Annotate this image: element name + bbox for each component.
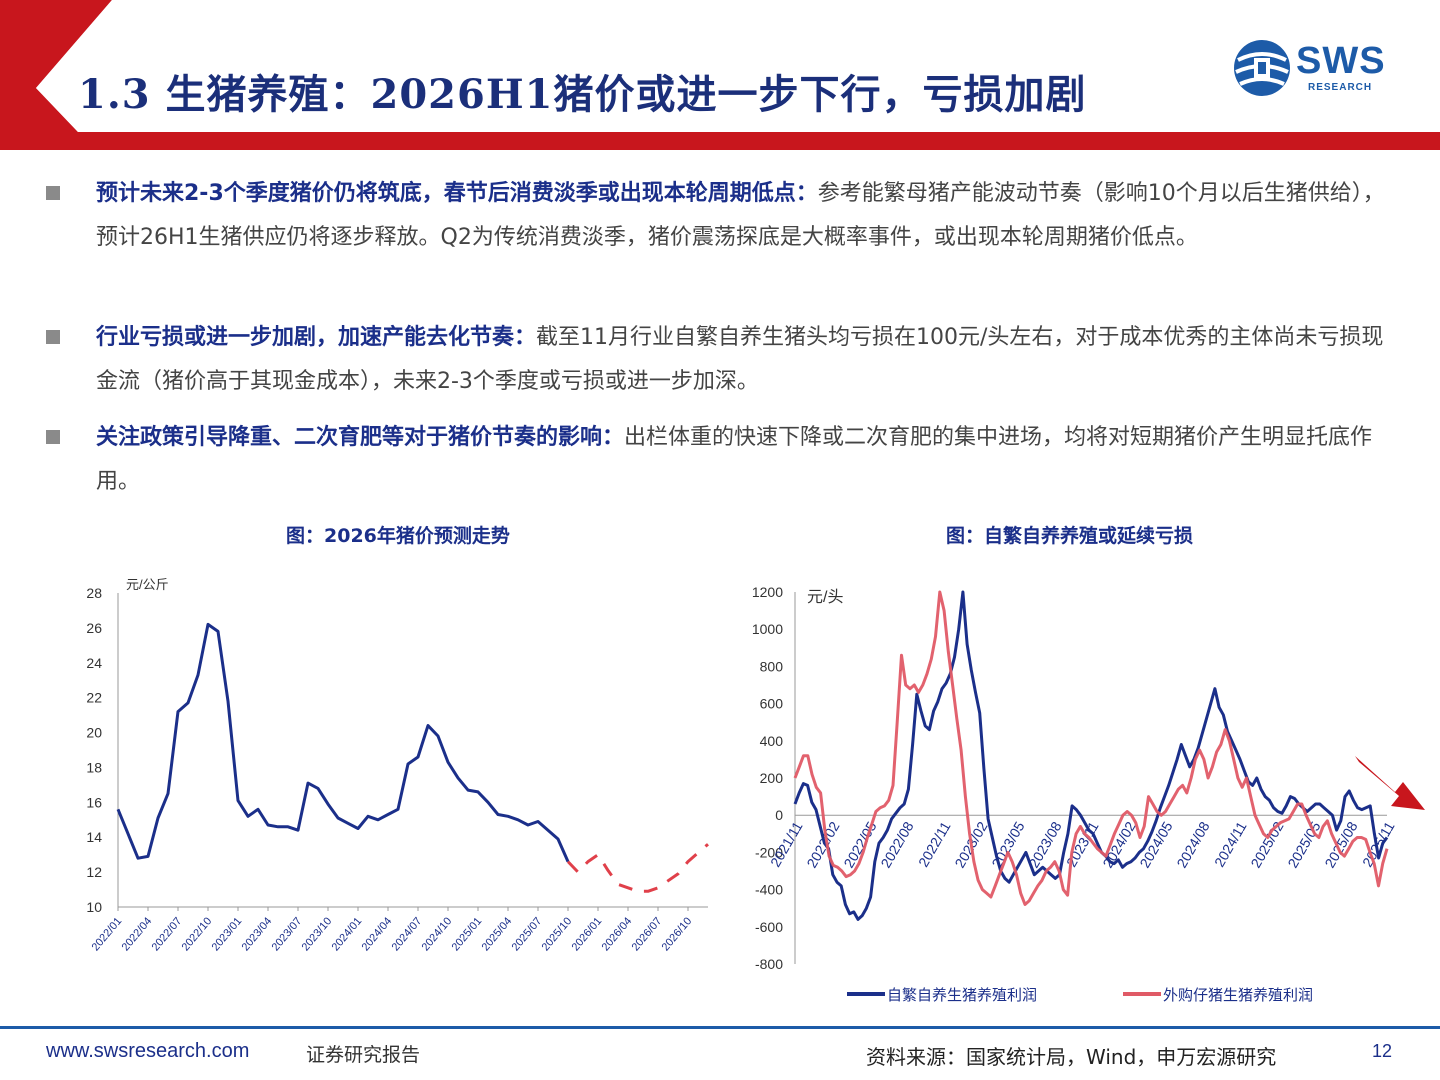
actual-price-line bbox=[116, 622, 570, 863]
y-tick-label: 24 bbox=[86, 655, 102, 671]
bullet-body: 出栏体重的快速下降或二次育肥的集中进场，均将对短期猪价产生明显托底作用。 bbox=[96, 425, 1373, 494]
x-tick-label: 2025/08 bbox=[1321, 819, 1360, 871]
y-tick-label: 400 bbox=[760, 733, 784, 749]
x-tick-label: 2025/05 bbox=[1284, 819, 1323, 871]
y-tick-label: -600 bbox=[755, 919, 783, 935]
x-tick-label: 2024/01 bbox=[330, 915, 365, 953]
header-white-panel bbox=[36, 0, 1440, 132]
profit-chart: -800 -600 -400 -200 0 200 400 600 800 1000 1200 元/头… bbox=[752, 584, 1425, 1004]
bullet-text: 关注政策引导降重、二次育肥等对于猪价节奏的影响：出栏体重的快速下降或二次育肥的集… bbox=[96, 416, 1386, 504]
bullet-body: 参考能繁母猪产能波动节奏（影响10个月以后生猪供给），预计26H1生猪供应仍将逐… bbox=[96, 181, 1385, 250]
chart1-title: 图：2026年猪价预测走势 bbox=[286, 525, 510, 547]
x-tick-label: 2022/04 bbox=[120, 915, 155, 953]
y-tick-label: 200 bbox=[760, 770, 784, 786]
y-tick-label: 22 bbox=[86, 690, 102, 706]
y-tick-label: 28 bbox=[86, 585, 102, 601]
y-axis-label: 元/公斤 bbox=[126, 577, 169, 592]
x-tick-label: 2026/01 bbox=[570, 915, 605, 953]
y-tick-label: 600 bbox=[760, 696, 784, 712]
y-tick-label: 16 bbox=[86, 794, 102, 810]
bullet-square-icon bbox=[46, 186, 60, 200]
x-tick-label: 2024/10 bbox=[420, 915, 455, 953]
y-tick-label: 800 bbox=[760, 658, 784, 674]
globe-icon bbox=[1234, 40, 1290, 96]
legend-label: 自繁自养生猪养殖利润 bbox=[887, 987, 1037, 1004]
y-tick-label: 10 bbox=[86, 899, 102, 915]
bullet-text: 预计未来2-3个季度猪价仍将筑底，春节后消费淡季或出现本轮周期低点：参考能繁母猪… bbox=[96, 172, 1386, 260]
y-axis-label: 元/头 bbox=[807, 588, 843, 606]
bullet-heading: 关注政策引导降重、二次育肥等对于猪价节奏的影响： bbox=[96, 425, 625, 450]
bullet-heading: 行业亏损或进一步加剧，加速产能去化节奏： bbox=[96, 325, 537, 350]
x-tick-label: 2022/01 bbox=[90, 915, 125, 953]
chart2-title: 图：自繁自养养殖或延续亏损 bbox=[946, 525, 1194, 547]
x-tick-label: 2025/07 bbox=[510, 915, 545, 953]
self-breeding-profit-line bbox=[793, 590, 1389, 921]
x-tick-label: 2024/08 bbox=[1173, 819, 1212, 871]
logo-text: SWS bbox=[1296, 40, 1386, 82]
bullet-2: 行业亏损或进一步加剧，加速产能去化节奏：截至11月行业自繁自养生猪头均亏损在10… bbox=[46, 316, 1386, 404]
sws-logo: SWS RESEARCH bbox=[1232, 36, 1412, 100]
bullet-square-icon bbox=[46, 330, 60, 344]
x-tick-label: 2026/04 bbox=[600, 915, 635, 953]
x-tick-label: 2024/05 bbox=[1136, 819, 1175, 871]
header-band bbox=[0, 0, 1440, 150]
y-tick-label: 20 bbox=[86, 725, 102, 741]
x-tick-label: 2025/02 bbox=[1247, 819, 1286, 871]
purchased-piglet-profit-line bbox=[793, 590, 1389, 906]
page-title: 1.3 生猪养殖：2026H1猪价或进一步下行，亏损加剧 bbox=[78, 71, 1087, 118]
page-number: 12 bbox=[1372, 1041, 1393, 1061]
x-tick-label: 2023/07 bbox=[270, 915, 305, 953]
footer-url-link[interactable]: www.swsresearch.com bbox=[46, 1040, 250, 1062]
x-tick-label: 2025/01 bbox=[450, 915, 485, 953]
x-tick-label: 2022/11 bbox=[915, 819, 954, 870]
source-note: 资料来源：国家统计局，Wind，申万宏源研究 bbox=[866, 1045, 1277, 1069]
y-tick-label: 0 bbox=[775, 807, 783, 823]
y-tick-label: 18 bbox=[86, 759, 102, 775]
down-trend-arrow-icon bbox=[1355, 756, 1425, 810]
y-tick-label: 12 bbox=[86, 864, 102, 880]
y-tick-label: -800 bbox=[755, 956, 783, 972]
y-tick-label: -200 bbox=[755, 844, 783, 860]
x-tick-label: 2024/04 bbox=[360, 915, 395, 953]
arrow-shape bbox=[1355, 756, 1425, 810]
x-tick-label: 2022/08 bbox=[877, 819, 916, 871]
x-tick-label: 2023/10 bbox=[300, 915, 335, 953]
x-tick-label: 2026/10 bbox=[660, 915, 695, 953]
y-tick-label: 1000 bbox=[752, 621, 783, 637]
y-tick-label: 26 bbox=[86, 620, 102, 636]
bullet-1: 预计未来2-3个季度猪价仍将筑底，春节后消费淡季或出现本轮周期低点：参考能繁母猪… bbox=[46, 172, 1386, 304]
x-tick-label: 2025/11 bbox=[1359, 819, 1398, 870]
bullet-text: 行业亏损或进一步加剧，加速产能去化节奏：截至11月行业自繁自养生猪头均亏损在10… bbox=[96, 316, 1386, 404]
y-tick-label: 1200 bbox=[752, 584, 783, 600]
bullet-heading: 预计未来2-3个季度猪价仍将筑底，春节后消费淡季或出现本轮周期低点： bbox=[96, 181, 818, 206]
footer-divider bbox=[0, 1026, 1440, 1029]
logo-subtext: RESEARCH bbox=[1308, 82, 1373, 93]
x-tick-label: 2022/07 bbox=[150, 915, 185, 953]
bullet-square-icon bbox=[46, 430, 60, 444]
x-tick-label: 2022/10 bbox=[180, 915, 215, 953]
x-tick-label: 2025/10 bbox=[540, 915, 575, 953]
bullet-3: 关注政策引导降重、二次育肥等对于猪价节奏的影响：出栏体重的快速下降或二次育肥的集… bbox=[46, 416, 1386, 504]
bullet-body: 截至11月行业自繁自养生猪头均亏损在100元/头左右，对于成本优秀的主体尚未亏损… bbox=[96, 325, 1384, 394]
x-tick-label: 2024/07 bbox=[390, 915, 425, 953]
header-red-chevron bbox=[0, 0, 1440, 150]
x-tick-label: 2023/04 bbox=[240, 915, 275, 953]
x-tick-label: 2025/04 bbox=[480, 915, 515, 953]
y-tick-label: 14 bbox=[86, 829, 102, 845]
legend-label: 外购仔猪生猪养殖利润 bbox=[1163, 987, 1313, 1004]
pig-price-chart: 10121416182022242628元/公斤2022/012022/0420… bbox=[86, 577, 709, 953]
x-tick-label: 2024/11 bbox=[1211, 819, 1250, 870]
x-tick-label: 2023/01 bbox=[210, 915, 245, 953]
x-tick-label: 2026/07 bbox=[630, 915, 665, 953]
y-tick-label: -400 bbox=[755, 882, 783, 898]
forecast-price-line bbox=[566, 843, 709, 893]
footer-report-label: 证券研究报告 bbox=[306, 1044, 421, 1066]
